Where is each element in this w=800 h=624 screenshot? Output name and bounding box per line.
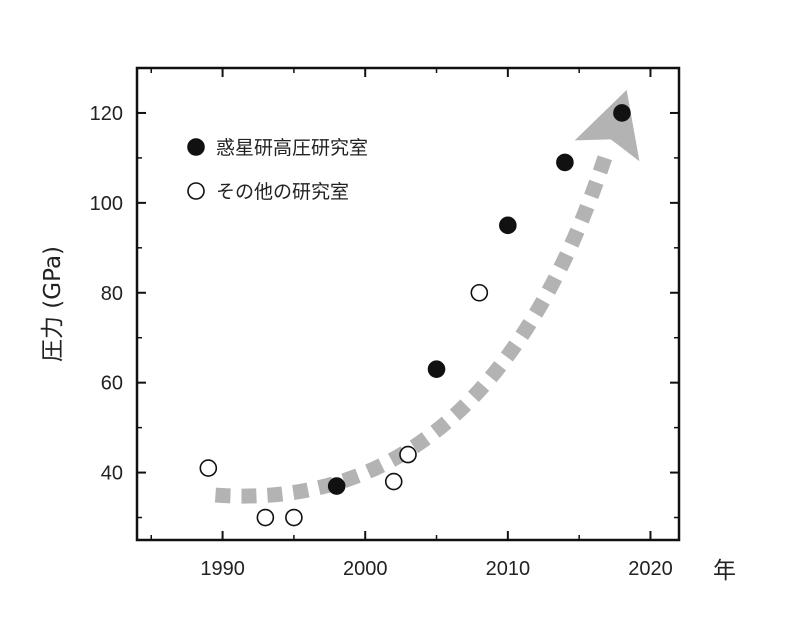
y-tick-label-60: 60 xyxy=(101,373,123,395)
filled-point-0 xyxy=(327,477,346,495)
open-point-2 xyxy=(285,508,303,527)
x-axis-unit: 年 xyxy=(713,558,736,584)
trend-arrow-head xyxy=(574,89,640,162)
open-point-0 xyxy=(199,459,218,477)
x-tick-label-1990: 1990 xyxy=(200,558,245,580)
y-tick-label-80: 80 xyxy=(101,283,123,305)
filled-point-4 xyxy=(613,104,631,122)
axis-ticks: 1990 2000 2010 2020 40 60 80 100 120 xyxy=(90,67,679,580)
open-point-5 xyxy=(470,283,489,302)
filled-point-3 xyxy=(556,153,574,172)
open-point-4 xyxy=(399,445,417,464)
trend-arrow-shaft xyxy=(214,146,615,504)
x-tick-label-2010: 2010 xyxy=(486,558,531,580)
legend-label-0: 惑星研高圧研究室 xyxy=(216,137,368,159)
plot-frame xyxy=(135,66,681,542)
legend-marker-1 xyxy=(187,182,205,200)
open-point-3 xyxy=(384,472,403,491)
legend-marker-0 xyxy=(187,138,205,156)
x-tick-label-2000: 2000 xyxy=(343,558,388,580)
x-tick-label-2020: 2020 xyxy=(628,558,673,580)
y-tick-label-100: 100 xyxy=(90,193,123,215)
y-tick-label-120: 120 xyxy=(90,103,123,125)
data-points xyxy=(199,104,631,527)
y-tick-label-40: 40 xyxy=(101,463,123,485)
filled-point-2 xyxy=(499,216,517,235)
y-axis-title: 圧力 (GPa) xyxy=(40,246,66,362)
legend-label-1: その他の研究室 xyxy=(216,181,349,203)
open-point-1 xyxy=(256,508,275,527)
filled-point-1 xyxy=(427,360,446,378)
